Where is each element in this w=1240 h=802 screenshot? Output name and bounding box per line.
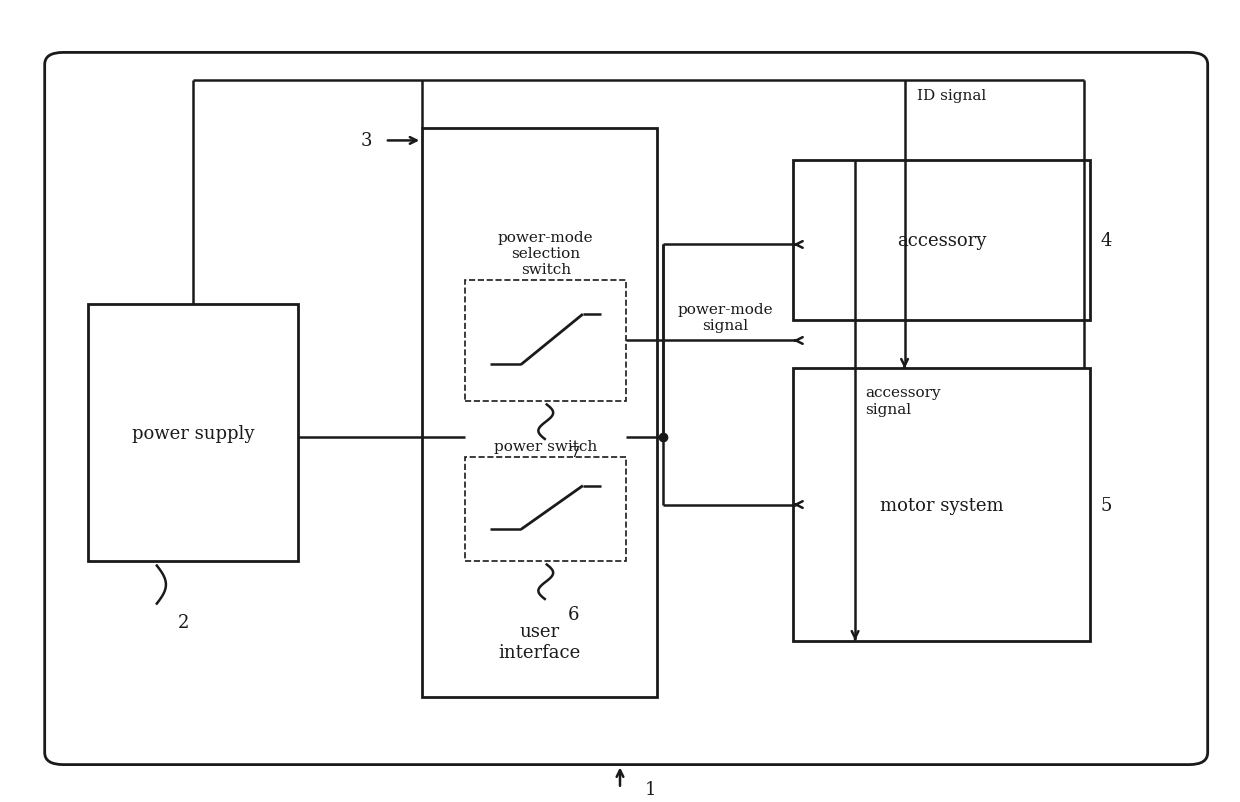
- Text: 5: 5: [1100, 496, 1111, 514]
- Text: 3: 3: [361, 132, 372, 150]
- Text: 6: 6: [568, 605, 579, 623]
- Text: power switch: power switch: [495, 439, 598, 453]
- Text: accessory: accessory: [897, 232, 986, 250]
- Text: power supply: power supply: [131, 424, 254, 442]
- Bar: [465, 457, 626, 561]
- FancyBboxPatch shape: [45, 54, 1208, 764]
- Text: ID signal: ID signal: [916, 89, 986, 103]
- Text: power-mode
signal: power-mode signal: [677, 303, 773, 333]
- Text: accessory
signal: accessory signal: [866, 386, 941, 416]
- Text: motor system: motor system: [880, 496, 1003, 514]
- Bar: [88, 305, 299, 561]
- Text: 2: 2: [179, 613, 190, 630]
- Text: user
interface: user interface: [498, 622, 580, 661]
- Bar: [465, 282, 626, 401]
- Bar: [794, 161, 1090, 321]
- Text: 4: 4: [1100, 232, 1111, 250]
- Bar: [794, 369, 1090, 641]
- Text: 7: 7: [568, 445, 579, 463]
- Text: power-mode
selection
switch: power-mode selection switch: [498, 231, 594, 277]
- Bar: [422, 129, 657, 697]
- Text: 1: 1: [645, 780, 656, 798]
